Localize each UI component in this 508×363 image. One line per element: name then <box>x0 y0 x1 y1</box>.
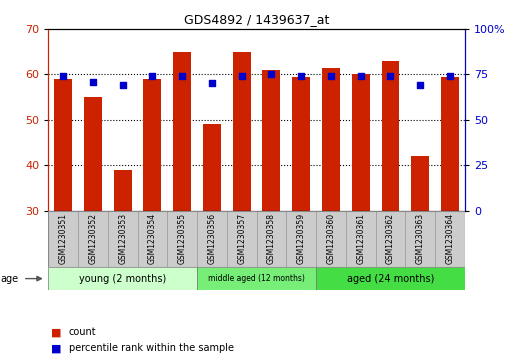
Point <box>267 72 275 77</box>
Bar <box>346 211 375 267</box>
Point <box>357 73 365 79</box>
Bar <box>143 79 162 211</box>
Bar <box>316 211 346 267</box>
Bar <box>78 211 108 267</box>
Point <box>118 82 126 88</box>
Bar <box>197 267 316 290</box>
Point <box>327 73 335 79</box>
Bar <box>322 68 340 211</box>
Text: GSM1230356: GSM1230356 <box>207 213 216 265</box>
Point <box>297 73 305 79</box>
Point <box>387 73 395 79</box>
Text: ■: ■ <box>51 343 61 354</box>
Text: count: count <box>69 327 96 337</box>
Bar <box>167 211 197 267</box>
Bar <box>173 52 191 211</box>
Bar <box>375 211 405 267</box>
Text: GSM1230364: GSM1230364 <box>446 213 455 265</box>
Text: GSM1230357: GSM1230357 <box>237 213 246 265</box>
Text: ■: ■ <box>51 327 61 337</box>
Text: GSM1230354: GSM1230354 <box>148 213 157 265</box>
Bar <box>48 267 197 290</box>
Point <box>178 73 186 79</box>
Bar <box>108 211 138 267</box>
Bar <box>435 211 465 267</box>
Text: GSM1230351: GSM1230351 <box>58 213 68 264</box>
Bar <box>382 61 399 211</box>
Bar <box>405 211 435 267</box>
Bar <box>292 77 310 211</box>
Bar <box>352 74 370 211</box>
Bar <box>203 124 221 211</box>
Text: GSM1230363: GSM1230363 <box>416 213 425 265</box>
Bar <box>233 52 250 211</box>
Point <box>89 79 97 85</box>
Point <box>59 73 67 79</box>
Text: GSM1230362: GSM1230362 <box>386 213 395 264</box>
Point <box>238 73 246 79</box>
Text: middle aged (12 months): middle aged (12 months) <box>208 274 305 283</box>
Text: GSM1230353: GSM1230353 <box>118 213 127 265</box>
Bar <box>287 211 316 267</box>
Text: GSM1230358: GSM1230358 <box>267 213 276 264</box>
Text: GSM1230359: GSM1230359 <box>297 213 306 265</box>
Text: aged (24 months): aged (24 months) <box>347 274 434 284</box>
Text: GSM1230360: GSM1230360 <box>327 213 335 265</box>
Text: age: age <box>1 274 19 284</box>
Bar <box>411 156 429 211</box>
Bar <box>48 211 78 267</box>
Text: percentile rank within the sample: percentile rank within the sample <box>69 343 234 354</box>
Bar <box>316 267 465 290</box>
Bar <box>84 97 102 211</box>
Point <box>208 81 216 86</box>
Point <box>416 82 424 88</box>
Bar <box>263 70 280 211</box>
Bar <box>54 79 72 211</box>
Point <box>446 73 454 79</box>
Bar <box>257 211 287 267</box>
Text: GSM1230355: GSM1230355 <box>178 213 186 265</box>
Text: young (2 months): young (2 months) <box>79 274 166 284</box>
Text: GSM1230361: GSM1230361 <box>356 213 365 264</box>
Bar <box>197 211 227 267</box>
Bar <box>138 211 167 267</box>
Bar <box>227 211 257 267</box>
Point <box>148 73 156 79</box>
Bar <box>441 77 459 211</box>
Title: GDS4892 / 1439637_at: GDS4892 / 1439637_at <box>184 13 329 26</box>
Text: GSM1230352: GSM1230352 <box>88 213 98 264</box>
Bar <box>114 170 132 211</box>
